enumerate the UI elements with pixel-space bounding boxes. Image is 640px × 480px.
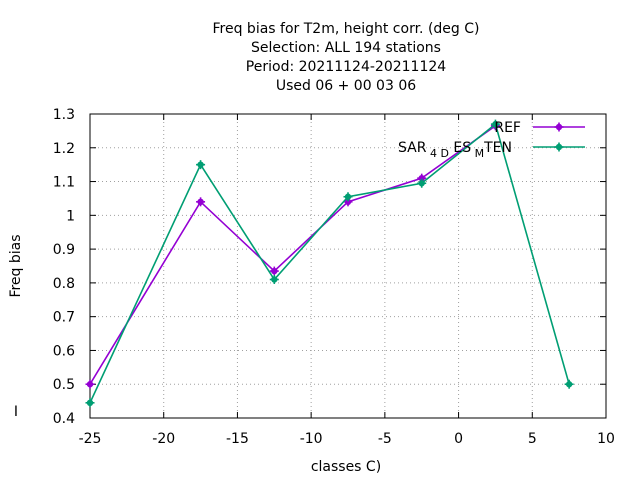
y-tick-label: 0.4 [53,411,75,427]
plot-frame [89,113,607,419]
data-point [554,142,564,152]
data-point [269,275,279,285]
title-line: Freq bias for T2m, height corr. (deg C) [213,21,480,37]
axis-ticks [89,113,607,419]
y-tick-label: 1 [66,208,75,224]
data-point [196,160,206,170]
y-axis-label: Freq bias [8,234,24,297]
x-tick-label: 5 [528,431,537,447]
legend-label: REF [494,120,521,136]
x-tick-label: -20 [152,431,175,447]
data-point [196,197,206,207]
y-tick-labels: 0.4 0.5 0.6 0.7 0.8 0.9 1 1.1 1.2 1.3 [53,107,75,427]
data-point [269,266,279,276]
y-tick-label: 0.8 [53,276,75,292]
x-tick-label: -10 [300,431,323,447]
chart-title: Freq bias for T2m, height corr. (deg C) S… [213,21,480,94]
y-tick-label: 0.5 [53,377,75,393]
y-tick-label: 0.7 [53,310,75,326]
side-mark: I [14,404,18,420]
data-point [85,379,95,389]
data-point [343,192,353,202]
x-tick-labels: -25 -20 -15 -10 -5 0 5 10 [79,431,615,447]
title-line: Used 06 + 00 03 06 [276,78,416,94]
data-point [490,119,500,129]
title-line: Period: 20211124-20211124 [246,59,446,75]
x-tick-label: -25 [79,431,102,447]
legend-label: SAR 4 D ES MTEN [398,140,512,160]
data-point [417,178,427,188]
x-tick-label: -5 [378,431,392,447]
series [85,119,574,408]
data-point [85,398,95,408]
y-tick-label: 0.9 [53,242,75,258]
title-line: Selection: ALL 194 stations [251,40,441,56]
y-tick-label: 1.2 [53,141,75,157]
x-tick-label: -15 [226,431,249,447]
x-axis-label: classes C) [311,459,381,475]
x-tick-label: 0 [454,431,463,447]
series-line [89,122,570,404]
x-tick-label: 10 [597,431,615,447]
legend: REF SAR 4 D ES MTEN [398,120,585,160]
data-point [564,379,574,389]
y-tick-label: 0.6 [53,343,75,359]
series-line [89,125,496,385]
y-tick-label: 1.3 [53,107,75,123]
grid [90,114,606,418]
data-point [554,122,564,132]
y-tick-label: 1.1 [53,175,75,191]
